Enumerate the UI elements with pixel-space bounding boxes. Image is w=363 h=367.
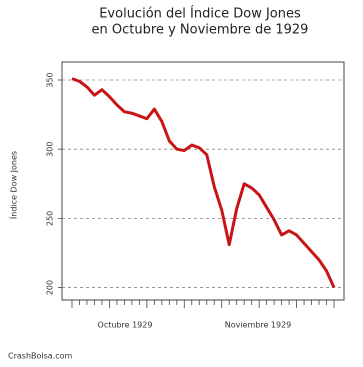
- chart-title: Evolución del Índice Dow Jones: [99, 6, 301, 22]
- x-group-label: Noviembre 1929: [225, 321, 292, 330]
- chart-subtitle: en Octubre y Noviembre de 1929: [92, 23, 309, 38]
- x-group-label: Octubre 1929: [98, 321, 153, 330]
- y-axis-label: Índice Dow Jones: [8, 151, 19, 219]
- plot-frame: [61, 61, 345, 301]
- y-tick-label: 250: [46, 211, 55, 226]
- y-tick-label: 200: [46, 280, 55, 295]
- y-tick-label: 300: [46, 142, 55, 157]
- y-tick-label: 350: [46, 72, 55, 87]
- data-line: [71, 77, 336, 289]
- source: CrashBolsa.com: [8, 352, 73, 361]
